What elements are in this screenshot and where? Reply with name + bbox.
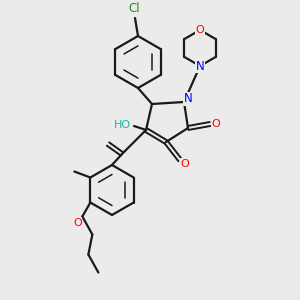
Text: N: N bbox=[184, 92, 192, 106]
Text: O: O bbox=[181, 159, 189, 169]
Text: O: O bbox=[196, 25, 204, 35]
Text: Cl: Cl bbox=[128, 2, 140, 16]
Text: O: O bbox=[212, 119, 220, 129]
Text: HO: HO bbox=[113, 120, 130, 130]
Text: N: N bbox=[196, 59, 204, 73]
Text: O: O bbox=[73, 218, 82, 227]
